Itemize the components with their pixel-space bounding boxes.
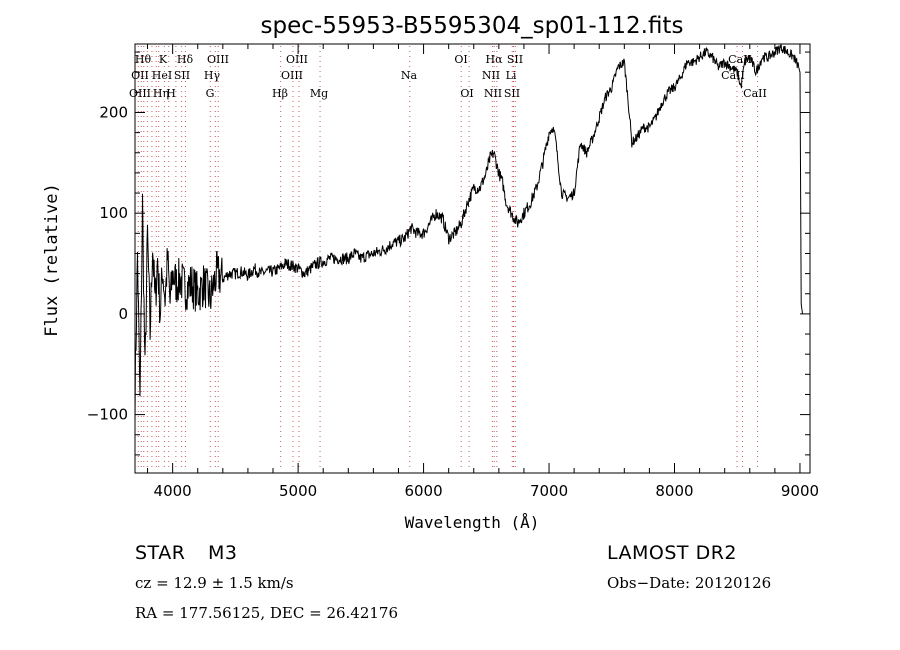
spectral-line-label: CaII [721, 69, 745, 82]
survey-name: LAMOST DR2 [607, 542, 737, 564]
spectral-line-label: Li [506, 69, 517, 82]
spectral-line-label: OII [131, 69, 149, 82]
y-tick-label: −100 [87, 406, 128, 424]
x-tick-label: 6000 [404, 482, 442, 500]
plot-frame [134, 43, 811, 474]
object-subclass: M3 [208, 542, 238, 564]
spectral-line-markers [137, 46, 759, 471]
spectral-line-label: Mg [310, 87, 328, 100]
spectral-line-label: OIII [286, 53, 308, 66]
redshift-cz: cz = 12.9 ± 1.5 km/s [135, 574, 294, 592]
spectral-line-label: Hθ [135, 53, 152, 66]
x-tick-label: 5000 [279, 482, 317, 500]
spectral-line-label: OI [454, 53, 467, 66]
spectral-line-label: CaII [743, 87, 767, 100]
spectral-line-label: Hδ [177, 53, 194, 66]
spectral-line-label: NII [482, 69, 500, 82]
spectrum-series-line [134, 43, 803, 423]
y-tick-label: 100 [99, 204, 128, 222]
x-tick-label: 7000 [530, 482, 568, 500]
spectral-line-label: SII [504, 87, 520, 100]
spectral-line-label: SII [174, 69, 190, 82]
x-tick-label: 8000 [655, 482, 693, 500]
object-class: STAR [135, 542, 186, 564]
axis-ticks [135, 44, 810, 473]
spectral-line-label: Hη [153, 87, 169, 100]
spectral-line-label: OI [460, 87, 473, 100]
spectral-line-label: H [166, 87, 176, 100]
spectral-line-label: Hγ [204, 69, 221, 82]
axis-tick-labels: 4000 5000 6000 7000 8000 9000 −100 0 100 200 [87, 103, 819, 500]
spectral-line-label: Hβ [272, 87, 288, 100]
y-tick-label: 200 [99, 103, 128, 121]
spectral-line-label: OIII [207, 53, 229, 66]
spectral-line-label: Hα [485, 53, 503, 66]
coordinates: RA = 177.56125, DEC = 26.42176 [135, 604, 399, 622]
plot-border [134, 43, 811, 474]
observation-date: Obs−Date: 20120126 [607, 574, 772, 592]
spectral-line-label: Na [401, 69, 418, 82]
x-axis-label: Wavelength (Å) [405, 513, 540, 532]
x-tick-label: 4000 [154, 482, 192, 500]
spectral-line-label: G [206, 87, 215, 100]
spectral-line-label: OIII [281, 69, 303, 82]
y-axis-label: Flux (relative) [42, 183, 62, 337]
x-tick-label: 9000 [781, 482, 819, 500]
y-tick-label: 0 [118, 305, 128, 323]
spectral-line-label: HeI [152, 69, 172, 82]
spectral-line-label: K [159, 53, 168, 66]
chart-title: spec-55953-B5595304_sp01-112.fits [261, 13, 684, 39]
spectral-line-label: OIII [129, 87, 151, 100]
spectral-line-label: SII [507, 53, 523, 66]
spectral-line-label: NII [484, 87, 502, 100]
